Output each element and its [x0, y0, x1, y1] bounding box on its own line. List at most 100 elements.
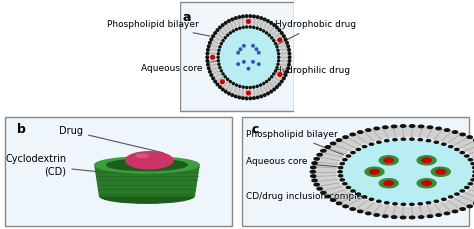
Circle shape	[468, 159, 473, 161]
Circle shape	[274, 70, 277, 72]
Circle shape	[286, 41, 288, 44]
Circle shape	[365, 167, 384, 176]
Circle shape	[206, 60, 209, 62]
Circle shape	[214, 32, 216, 34]
Text: b: b	[17, 123, 26, 136]
Circle shape	[268, 34, 270, 36]
Circle shape	[369, 198, 374, 200]
Circle shape	[277, 49, 279, 51]
Circle shape	[237, 63, 239, 65]
Circle shape	[264, 94, 266, 96]
Circle shape	[242, 86, 244, 88]
Circle shape	[264, 18, 266, 21]
Circle shape	[208, 67, 210, 69]
Circle shape	[273, 88, 275, 91]
Circle shape	[468, 183, 473, 185]
Circle shape	[401, 138, 406, 140]
Circle shape	[401, 203, 406, 205]
Circle shape	[235, 95, 237, 98]
Circle shape	[417, 156, 436, 165]
Circle shape	[448, 146, 453, 148]
Circle shape	[445, 212, 450, 215]
Circle shape	[259, 84, 262, 86]
Circle shape	[473, 171, 474, 173]
Circle shape	[209, 41, 211, 44]
Circle shape	[276, 46, 278, 48]
Circle shape	[357, 131, 363, 133]
Circle shape	[231, 94, 234, 96]
Circle shape	[232, 30, 234, 32]
Circle shape	[452, 210, 457, 213]
Circle shape	[384, 181, 393, 185]
Circle shape	[338, 171, 342, 173]
Text: a: a	[182, 11, 191, 25]
Circle shape	[243, 45, 245, 47]
Circle shape	[283, 77, 285, 80]
Circle shape	[401, 125, 406, 127]
Circle shape	[393, 139, 397, 141]
Text: Phospholipid bilayer: Phospholipid bilayer	[246, 130, 344, 155]
Circle shape	[229, 32, 231, 34]
Circle shape	[314, 158, 319, 160]
Circle shape	[287, 67, 290, 69]
Circle shape	[235, 17, 237, 19]
Circle shape	[377, 141, 381, 143]
Circle shape	[465, 186, 469, 188]
Circle shape	[313, 126, 474, 218]
Circle shape	[465, 155, 469, 157]
Circle shape	[460, 152, 465, 154]
Circle shape	[281, 32, 283, 34]
Circle shape	[232, 82, 234, 85]
Circle shape	[278, 29, 281, 31]
Circle shape	[220, 80, 224, 84]
Circle shape	[225, 22, 227, 24]
Circle shape	[422, 181, 431, 185]
Circle shape	[288, 60, 291, 62]
Ellipse shape	[100, 188, 194, 203]
Ellipse shape	[95, 157, 199, 173]
Circle shape	[356, 148, 361, 150]
Circle shape	[273, 24, 275, 26]
Circle shape	[256, 16, 259, 18]
Circle shape	[325, 195, 330, 198]
Circle shape	[210, 74, 212, 76]
Circle shape	[246, 26, 248, 28]
Text: Hydrophobic drug: Hydrophobic drug	[275, 20, 356, 46]
Circle shape	[242, 15, 244, 18]
Circle shape	[346, 186, 351, 188]
Circle shape	[263, 30, 264, 32]
Circle shape	[288, 56, 291, 59]
Circle shape	[278, 38, 282, 42]
Circle shape	[363, 196, 367, 198]
Circle shape	[247, 67, 250, 70]
Circle shape	[278, 83, 281, 86]
Circle shape	[431, 167, 450, 176]
Circle shape	[217, 25, 281, 89]
Circle shape	[369, 143, 374, 145]
Circle shape	[428, 215, 433, 218]
Circle shape	[268, 78, 270, 80]
Circle shape	[410, 138, 414, 140]
Circle shape	[216, 83, 219, 86]
Circle shape	[374, 127, 379, 130]
Circle shape	[278, 53, 280, 55]
Circle shape	[256, 85, 258, 87]
Circle shape	[325, 146, 330, 148]
Polygon shape	[95, 165, 199, 196]
Circle shape	[460, 133, 465, 136]
Circle shape	[216, 29, 219, 31]
Circle shape	[410, 216, 415, 219]
Circle shape	[265, 81, 268, 83]
Ellipse shape	[107, 159, 187, 171]
Circle shape	[343, 159, 347, 161]
Circle shape	[340, 163, 344, 165]
Circle shape	[321, 150, 326, 152]
Circle shape	[410, 125, 415, 127]
Circle shape	[317, 153, 322, 156]
Circle shape	[249, 87, 251, 89]
Circle shape	[384, 202, 389, 204]
Circle shape	[436, 169, 446, 174]
Circle shape	[246, 91, 250, 95]
Circle shape	[427, 140, 431, 142]
Circle shape	[351, 190, 355, 192]
